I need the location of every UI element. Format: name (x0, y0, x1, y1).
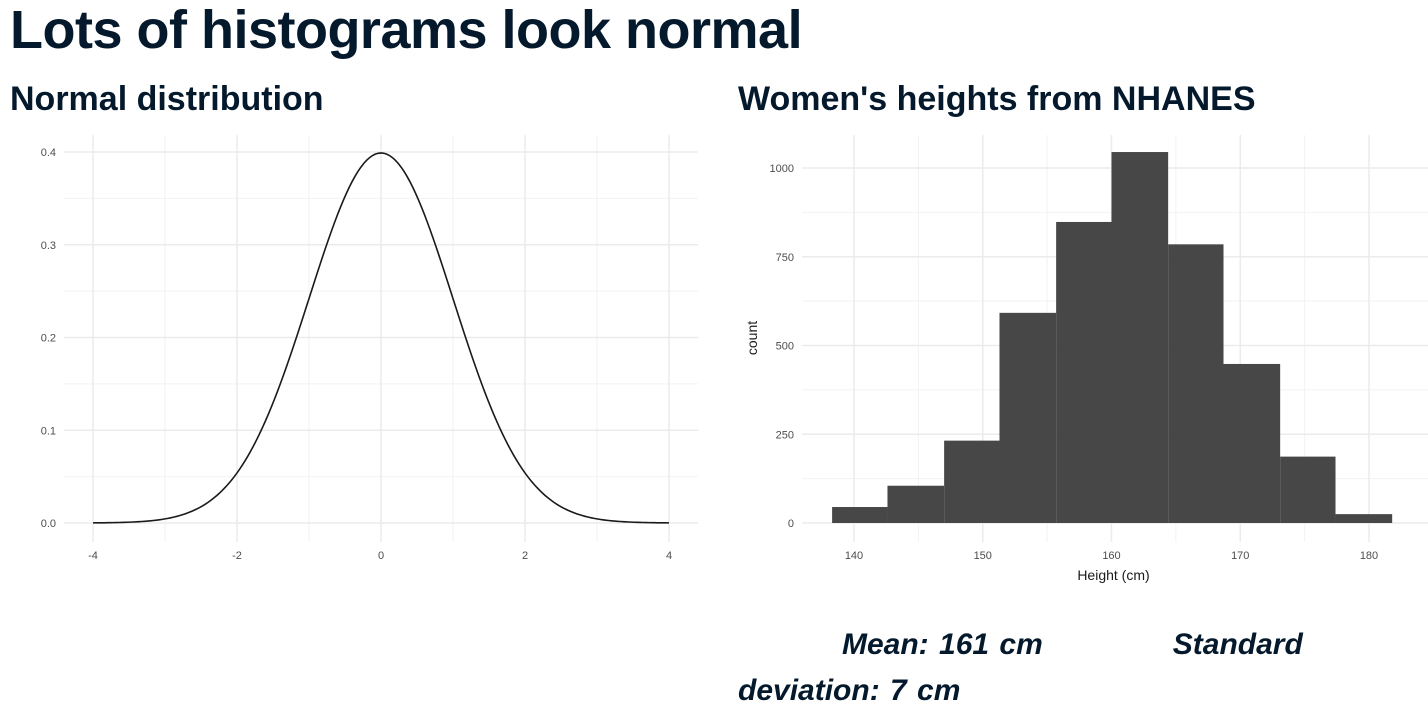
x-tick-label: 150 (974, 550, 992, 562)
x-tick-label: 180 (1360, 550, 1378, 562)
x-tick-label: 0 (378, 550, 384, 562)
y-tick-label: 0.0 (41, 518, 56, 530)
y-tick-label: 500 (776, 341, 794, 353)
histogram-bar (1111, 152, 1169, 523)
y-tick-label: 0 (788, 518, 794, 530)
histogram-bar (1335, 514, 1393, 524)
x-tick-label: 2 (522, 550, 528, 562)
y-tick-label: 750 (776, 252, 794, 264)
y-tick-label: 0.2 (41, 333, 56, 345)
x-tick-label: -2 (232, 550, 242, 562)
histogram-bar (999, 312, 1057, 523)
histogram-bar (832, 507, 888, 523)
y-axis-title: count (744, 321, 760, 355)
left-chart-title: Normal distribution (10, 80, 324, 118)
x-tick-label: 140 (845, 550, 863, 562)
density-curve-line (92, 152, 670, 524)
histogram-bar (1280, 456, 1336, 523)
x-tick-label: 4 (666, 550, 672, 562)
height-histogram-chart: 140 150 160 170 180 0 250 500 750 1000 Height (cm)… (744, 135, 1428, 583)
y-tick-label: 0.4 (41, 147, 56, 159)
x-axis-title: Height (cm) (1077, 567, 1149, 583)
x-tick-label: -4 (88, 550, 98, 562)
x-tick-label: 170 (1231, 550, 1249, 562)
histogram-bar (1056, 221, 1112, 523)
y-tick-label: 1000 (770, 163, 794, 175)
right-chart-title: Women's heights from NHANES (738, 80, 1256, 118)
sd-stat: Standard deviation: 7 cm (738, 628, 1303, 707)
normal-density-chart: -4 -2 0 2 4 0.0 0.1 0.2 0.3 0.4 (41, 135, 698, 562)
slide-title: Lots of histograms look normal (10, 0, 803, 60)
y-tick-label: 0.3 (41, 240, 56, 252)
histogram-bar (944, 440, 1000, 523)
histogram-bar (1223, 363, 1281, 523)
histogram-bar (887, 485, 945, 523)
y-tick-label: 0.1 (41, 425, 56, 437)
mean-stat: Mean: 161 cm (842, 628, 1043, 661)
histogram-bar (1168, 244, 1224, 523)
y-tick-label: 250 (776, 429, 794, 441)
summary-stats: Mean: 161 cm Standard deviation: 7 cm (738, 622, 1398, 714)
x-tick-label: 160 (1102, 550, 1120, 562)
